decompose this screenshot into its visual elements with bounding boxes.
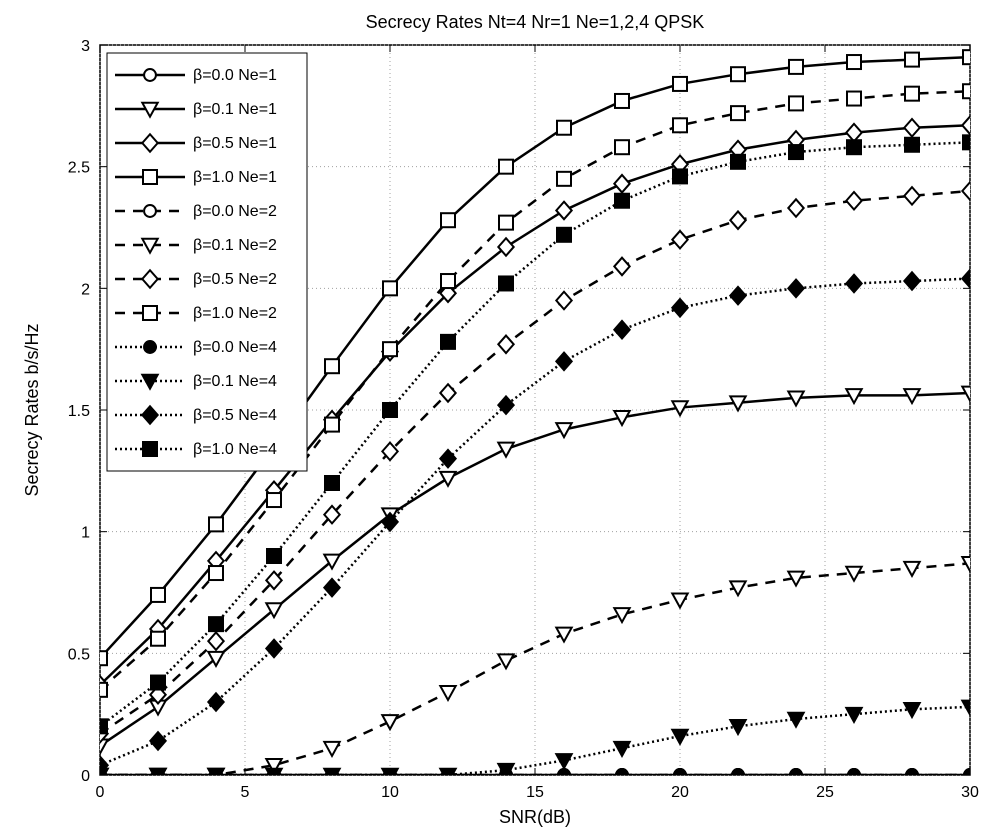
chart-svg: 0 5 10 15 20 25 30 0 0.5 1 1.5 2 2.5 3 Secrecy Rates N… — [0, 0, 1000, 831]
legend-label: β=0.0 Ne=4 — [193, 339, 277, 356]
y-axis-label: Secrecy Rates b/s/Hz — [22, 323, 42, 496]
secrecy-rates-chart: 0 5 10 15 20 25 30 0 0.5 1 1.5 2 2.5 3 Secrecy Rates N… — [0, 0, 1000, 831]
ytick-label: 0 — [81, 768, 90, 785]
ytick-label: 0.5 — [68, 646, 90, 663]
ytick-label: 2.5 — [68, 160, 90, 177]
xtick-label: 5 — [241, 784, 250, 801]
xtick-label: 0 — [96, 784, 105, 801]
legend-label: β=0.0 Ne=2 — [193, 203, 277, 220]
legend-label: β=1.0 Ne=4 — [193, 441, 277, 458]
xtick-label: 10 — [381, 784, 399, 801]
ytick-label: 3 — [81, 38, 90, 55]
xtick-label: 30 — [961, 784, 979, 801]
xtick-label: 25 — [816, 784, 834, 801]
legend-label: β=0.1 Ne=4 — [193, 373, 277, 390]
legend-label: β=0.5 Ne=4 — [193, 407, 277, 424]
xtick-label: 20 — [671, 784, 689, 801]
chart-title: Secrecy Rates Nt=4 Nr=1 Ne=1,2,4 QPSK — [366, 12, 705, 32]
legend-label: β=0.5 Ne=2 — [193, 271, 277, 288]
legend-label: β=0.5 Ne=1 — [193, 135, 277, 152]
ytick-label: 1.5 — [68, 403, 90, 420]
legend-label: β=1.0 Ne=1 — [193, 169, 277, 186]
ytick-label: 1 — [81, 525, 90, 542]
x-axis-label: SNR(dB) — [499, 807, 571, 827]
ytick-label: 2 — [81, 281, 90, 298]
legend-label: β=1.0 Ne=2 — [193, 305, 277, 322]
legend-label: β=0.1 Ne=1 — [193, 101, 277, 118]
legend-label: β=0.1 Ne=2 — [193, 237, 277, 254]
xtick-label: 15 — [526, 784, 544, 801]
legend-label: β=0.0 Ne=1 — [193, 67, 277, 84]
